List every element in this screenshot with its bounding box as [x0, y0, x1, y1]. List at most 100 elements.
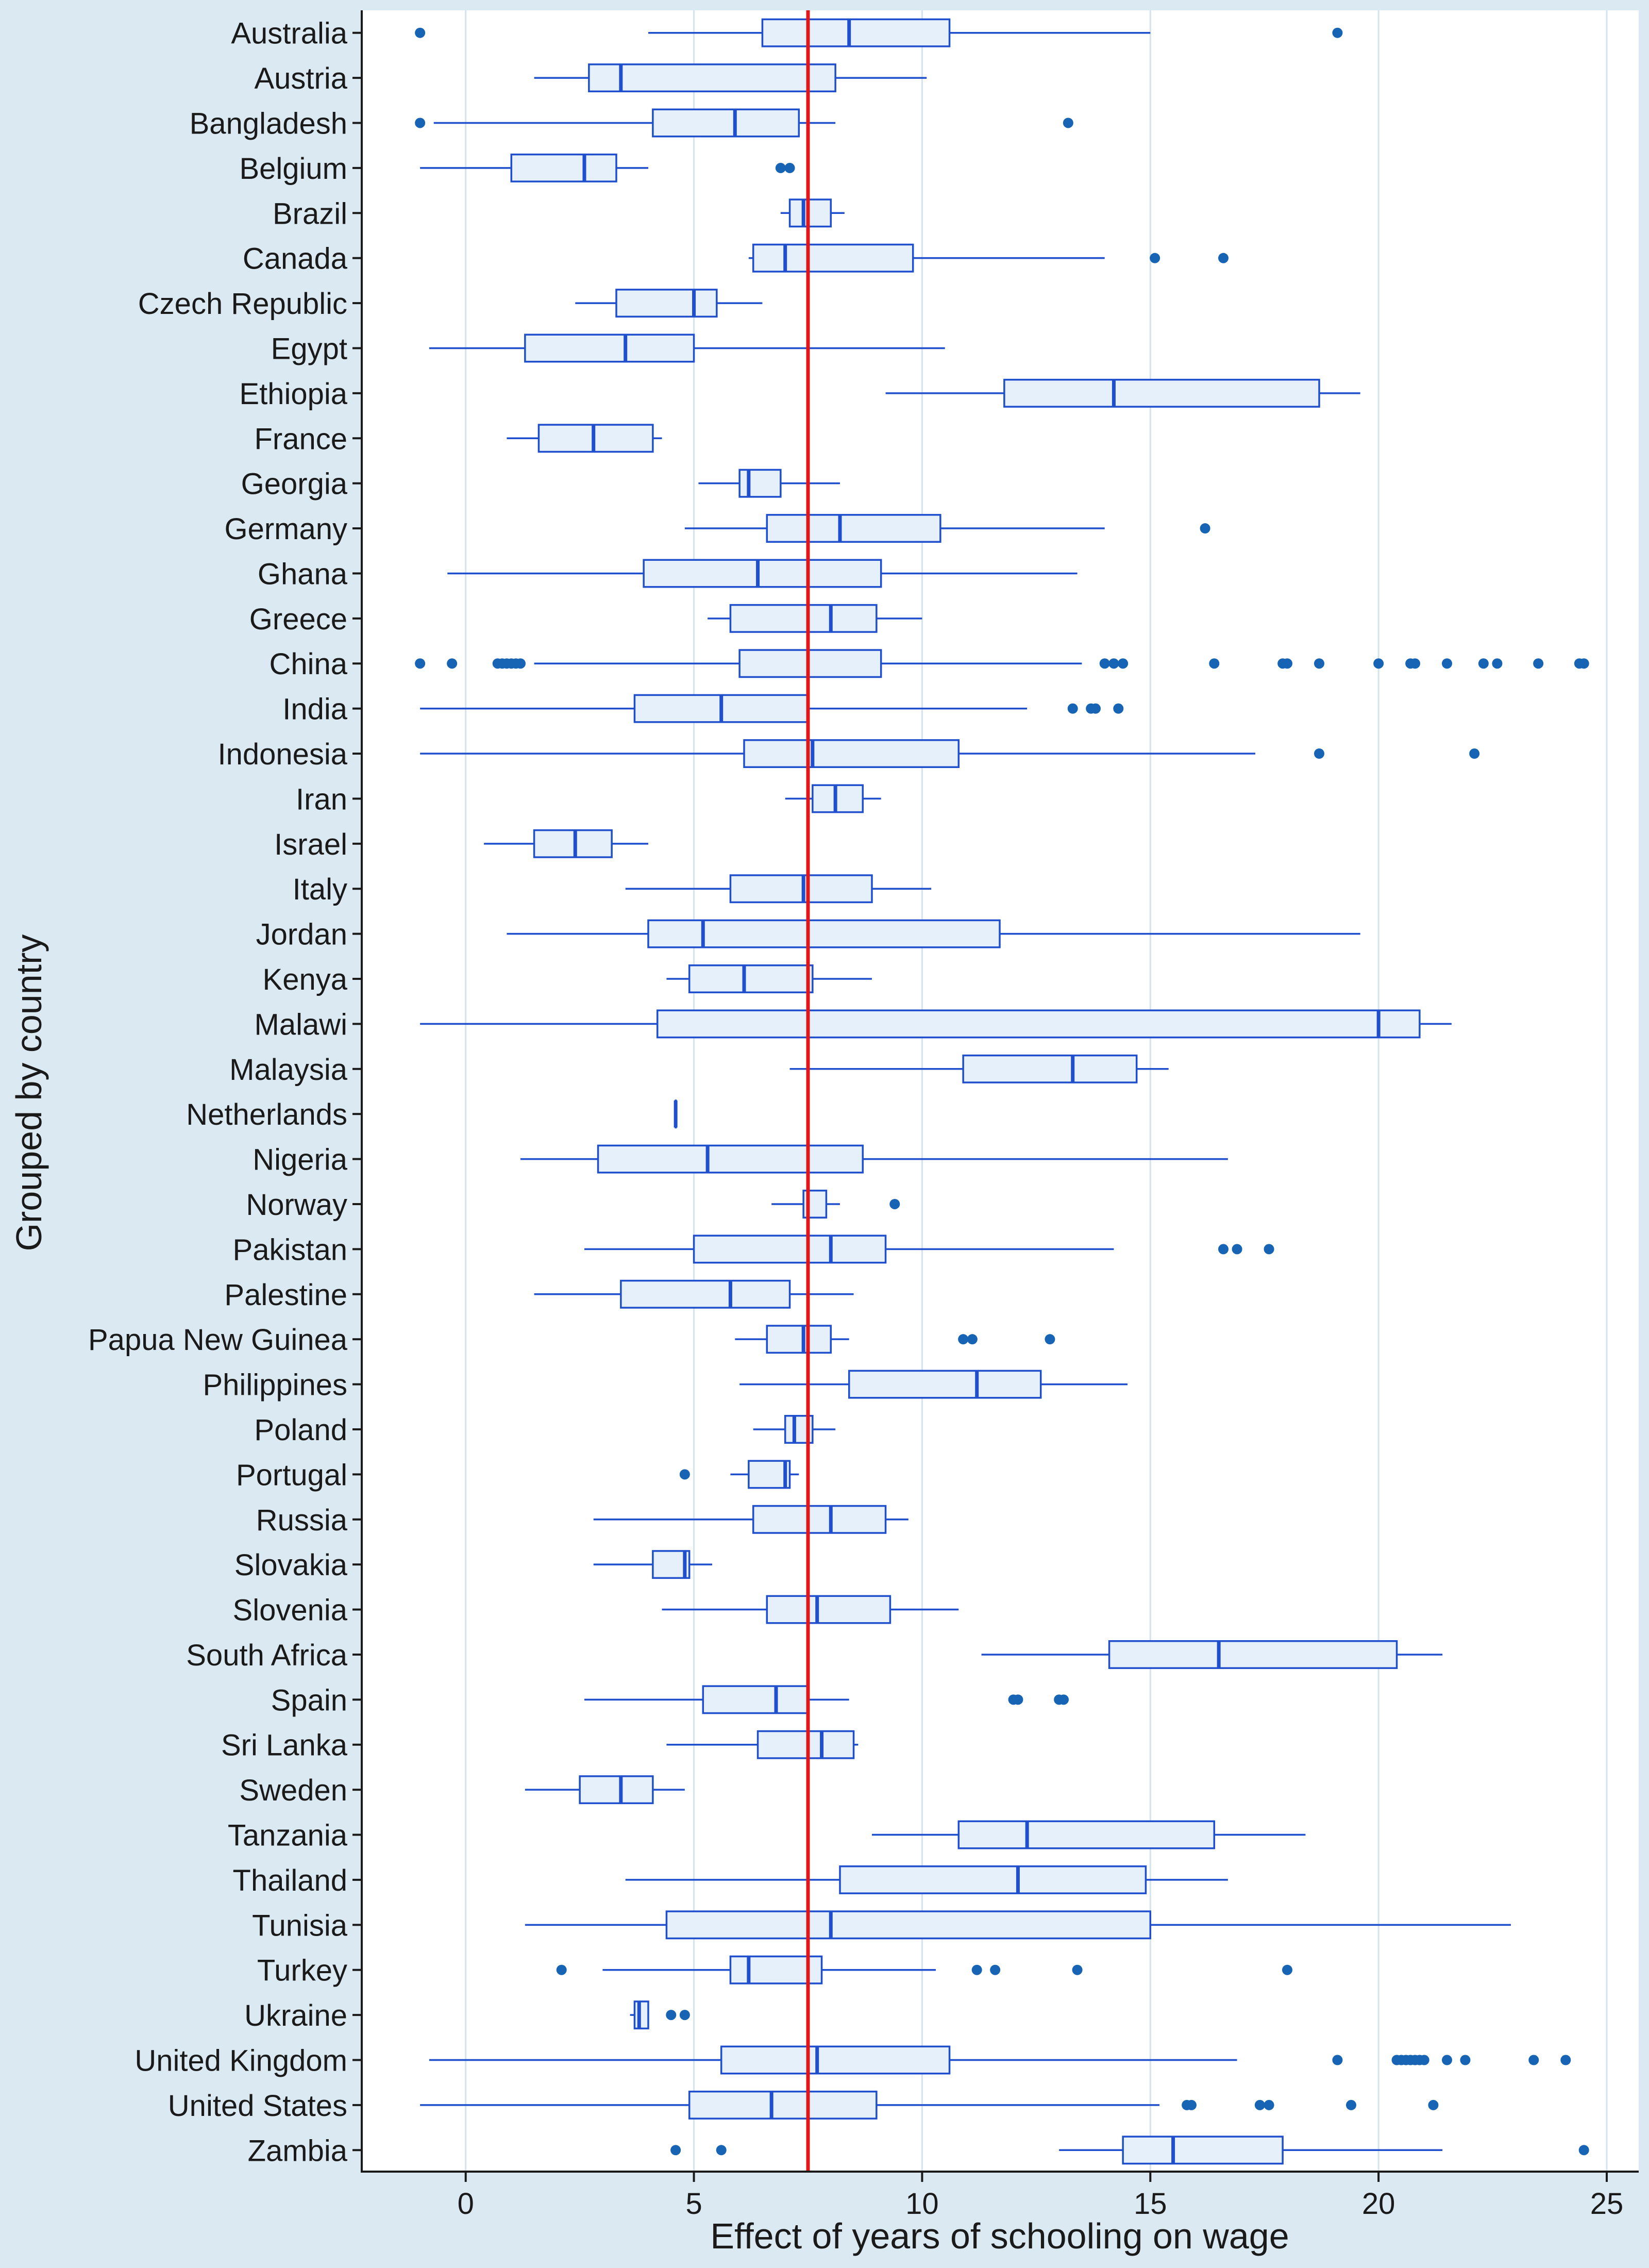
- y-tick-label-5: Canada: [243, 242, 348, 276]
- outlier-27-2: [1264, 1244, 1274, 1255]
- y-tick-label-13: Greece: [249, 603, 347, 636]
- y-tick-label-27: Pakistan: [233, 1233, 347, 1266]
- box-30: [739, 1370, 1128, 1399]
- outlier-27-0: [1218, 1244, 1229, 1255]
- outlier-14-10: [1118, 658, 1129, 669]
- box-22: [420, 1009, 1452, 1039]
- box-body-27: [693, 1235, 887, 1264]
- box-body-0: [761, 18, 951, 47]
- y-tick-label-3: Belgium: [239, 152, 347, 186]
- box-40: [872, 1820, 1306, 1849]
- outlier-5-0: [1150, 253, 1160, 263]
- outlier-0-0: [415, 27, 426, 38]
- box-body-14: [738, 649, 882, 678]
- box-47: [670, 2136, 1589, 2165]
- y-tick-label-19: Italy: [293, 873, 347, 906]
- outlier-45-7: [1419, 2055, 1429, 2065]
- outlier-14-19: [1478, 658, 1489, 669]
- box-body-9: [537, 424, 654, 453]
- box-17: [785, 784, 881, 813]
- outlier-3-1: [784, 162, 795, 173]
- box-32: [679, 1460, 799, 1489]
- box-body-3: [510, 153, 617, 182]
- outlier-43-2: [990, 1964, 1001, 1975]
- box-28: [534, 1279, 854, 1309]
- box-body-20: [647, 919, 1001, 948]
- box-body-47: [1122, 2136, 1284, 2165]
- outlier-32-0: [679, 1469, 690, 1480]
- outlier-16-1: [1469, 748, 1480, 759]
- box-18: [484, 829, 648, 858]
- box-body-17: [812, 784, 864, 813]
- outlier-44-0: [666, 2010, 677, 2021]
- box-33: [593, 1505, 908, 1534]
- outlier-46-3: [1264, 2099, 1274, 2110]
- outlier-46-4: [1346, 2099, 1356, 2110]
- box-14: [415, 649, 1589, 678]
- box-46: [420, 2090, 1439, 2120]
- outlier-3-0: [775, 162, 786, 173]
- outlier-45-8: [1442, 2055, 1452, 2065]
- box-44: [630, 2000, 690, 2030]
- y-axis-label: Grouped by country: [9, 935, 49, 1252]
- outlier-14-9: [1108, 658, 1119, 669]
- box-16: [420, 739, 1480, 768]
- box-body-7: [524, 333, 695, 363]
- box-37: [584, 1685, 1069, 1714]
- box-body-45: [720, 2045, 951, 2075]
- box-body-29: [766, 1325, 832, 1354]
- y-tick-label-11: Germany: [224, 512, 347, 546]
- outlier-0-1: [1332, 27, 1343, 38]
- outlier-14-23: [1578, 658, 1589, 669]
- boxes: [415, 18, 1589, 2165]
- outlier-26-0: [889, 1198, 900, 1209]
- box-15: [420, 694, 1124, 723]
- outlier-43-4: [1282, 1964, 1292, 1975]
- box-body-32: [748, 1460, 791, 1489]
- outlier-47-1: [716, 2145, 727, 2156]
- box-body-1: [588, 63, 836, 93]
- outlier-37-1: [1013, 1694, 1023, 1705]
- outlier-29-1: [967, 1334, 978, 1345]
- box-body-2: [652, 108, 800, 138]
- box-body-38: [756, 1730, 855, 1759]
- x-tick-labels: 0 5 10 15 20 25: [458, 2173, 1623, 2221]
- y-tick-label-36: South Africa: [186, 1639, 347, 1672]
- y-tick-label-14: China: [269, 647, 347, 681]
- y-tick-label-46: United States: [168, 2089, 347, 2123]
- box-36: [981, 1640, 1443, 1669]
- y-tick-label-28: Palestine: [224, 1278, 347, 1312]
- box-body-35: [766, 1595, 891, 1624]
- outlier-11-0: [1200, 523, 1210, 534]
- y-tick-label-25: Nigeria: [253, 1143, 347, 1177]
- y-tick-label-40: Tanzania: [228, 1819, 348, 1853]
- box-body-10: [738, 469, 782, 498]
- y-tick-label-9: France: [254, 422, 347, 456]
- outlier-43-3: [1072, 1964, 1083, 1975]
- outlier-46-5: [1428, 2099, 1439, 2110]
- box-4: [780, 198, 845, 228]
- box-39: [525, 1775, 685, 1805]
- outlier-14-18: [1442, 658, 1452, 669]
- box-3: [420, 153, 795, 182]
- box-body-22: [656, 1009, 1421, 1039]
- y-tick-label-26: Norway: [246, 1188, 347, 1222]
- y-tick-label-34: Slovakia: [234, 1548, 348, 1582]
- plot-area: [361, 10, 1639, 2173]
- outlier-14-17: [1410, 658, 1420, 669]
- y-tick-label-43: Turkey: [257, 1954, 347, 1988]
- y-tick-label-44: Ukraine: [244, 1999, 347, 2032]
- y-tick-label-37: Spain: [271, 1683, 347, 1717]
- outlier-16-0: [1314, 748, 1324, 759]
- y-tick-label-16: Indonesia: [217, 738, 347, 771]
- box-27: [584, 1235, 1274, 1264]
- box-body-6: [615, 289, 718, 318]
- box-body-33: [752, 1505, 887, 1534]
- box-body-37: [702, 1685, 809, 1714]
- y-tick-label-39: Sweden: [239, 1774, 347, 1807]
- box-7: [429, 333, 945, 363]
- x-tick-label-4: 20: [1362, 2187, 1395, 2221]
- box-body-46: [688, 2090, 878, 2120]
- box-body-8: [1003, 378, 1320, 408]
